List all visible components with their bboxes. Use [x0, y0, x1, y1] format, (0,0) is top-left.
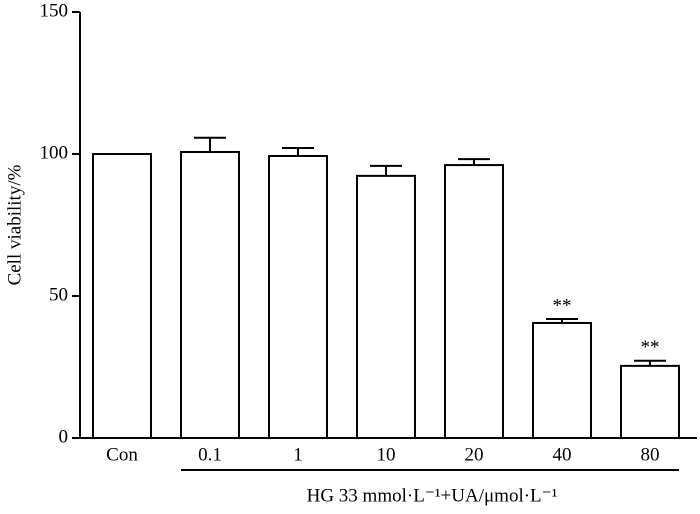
x-axis-label: HG 33 mmol·L⁻¹+UA/μmol·L⁻¹ — [307, 485, 558, 506]
x-tick-label: Con — [106, 444, 138, 465]
x-tick-label: 1 — [293, 444, 303, 465]
significance-label: ** — [641, 337, 660, 358]
y-tick-label: 50 — [49, 284, 68, 305]
bar — [268, 154, 328, 439]
x-tick-label: 40 — [553, 444, 572, 465]
y-tick-label: 0 — [59, 426, 69, 447]
bar — [620, 364, 680, 440]
bar — [444, 164, 504, 440]
x-tick-label: 20 — [465, 444, 484, 465]
bar — [356, 174, 416, 439]
y-axis-label: Cell viability/% — [4, 164, 25, 285]
x-tick-label: 0.1 — [198, 444, 222, 465]
y-tick-label: 100 — [40, 142, 69, 163]
bar — [92, 153, 152, 439]
bar — [180, 151, 240, 439]
significance-label: ** — [553, 295, 572, 316]
x-tick-label: 10 — [377, 444, 396, 465]
y-tick-label: 150 — [40, 0, 69, 21]
x-tick-label: 80 — [641, 444, 660, 465]
bar — [532, 321, 592, 440]
